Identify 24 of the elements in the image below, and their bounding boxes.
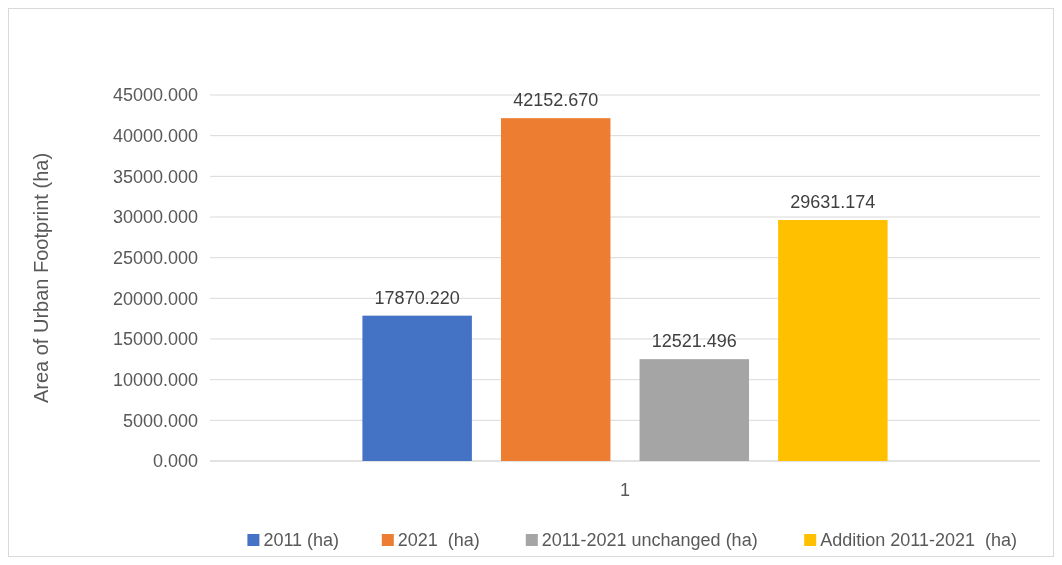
y-tick-label: 10000.000	[112, 369, 198, 390]
data-label: 12521.496	[651, 331, 737, 352]
data-label: 42152.670	[513, 90, 599, 111]
y-tick-label: 5000.000	[122, 410, 198, 431]
y-tick-label: 30000.000	[112, 207, 198, 228]
y-tick-label: 15000.000	[112, 329, 198, 350]
bar	[500, 118, 611, 461]
legend-label: 2011 (ha)	[263, 530, 340, 550]
y-tick-label: 0.000	[152, 451, 198, 472]
bar	[362, 315, 472, 461]
legend-label: 2011-2021 unchanged (ha)	[541, 530, 758, 550]
y-tick-label: 20000.000	[112, 288, 198, 309]
y-tick-label: 40000.000	[112, 125, 198, 146]
legend-label: 2021 (ha)	[397, 530, 480, 550]
data-label: 17870.220	[374, 287, 460, 308]
legend-label: Addition 2011-2021 (ha)	[820, 530, 1018, 550]
x-tick-label: 1	[619, 480, 631, 500]
bar	[639, 359, 750, 461]
y-tick-label: 25000.000	[112, 247, 198, 268]
y-axis-title: Area of Urban Footprint (ha)	[30, 152, 52, 404]
y-tick-label: 35000.000	[112, 166, 198, 187]
y-tick-label: 45000.000	[112, 85, 198, 106]
bar	[778, 220, 888, 461]
data-label: 29631.174	[790, 192, 876, 212]
